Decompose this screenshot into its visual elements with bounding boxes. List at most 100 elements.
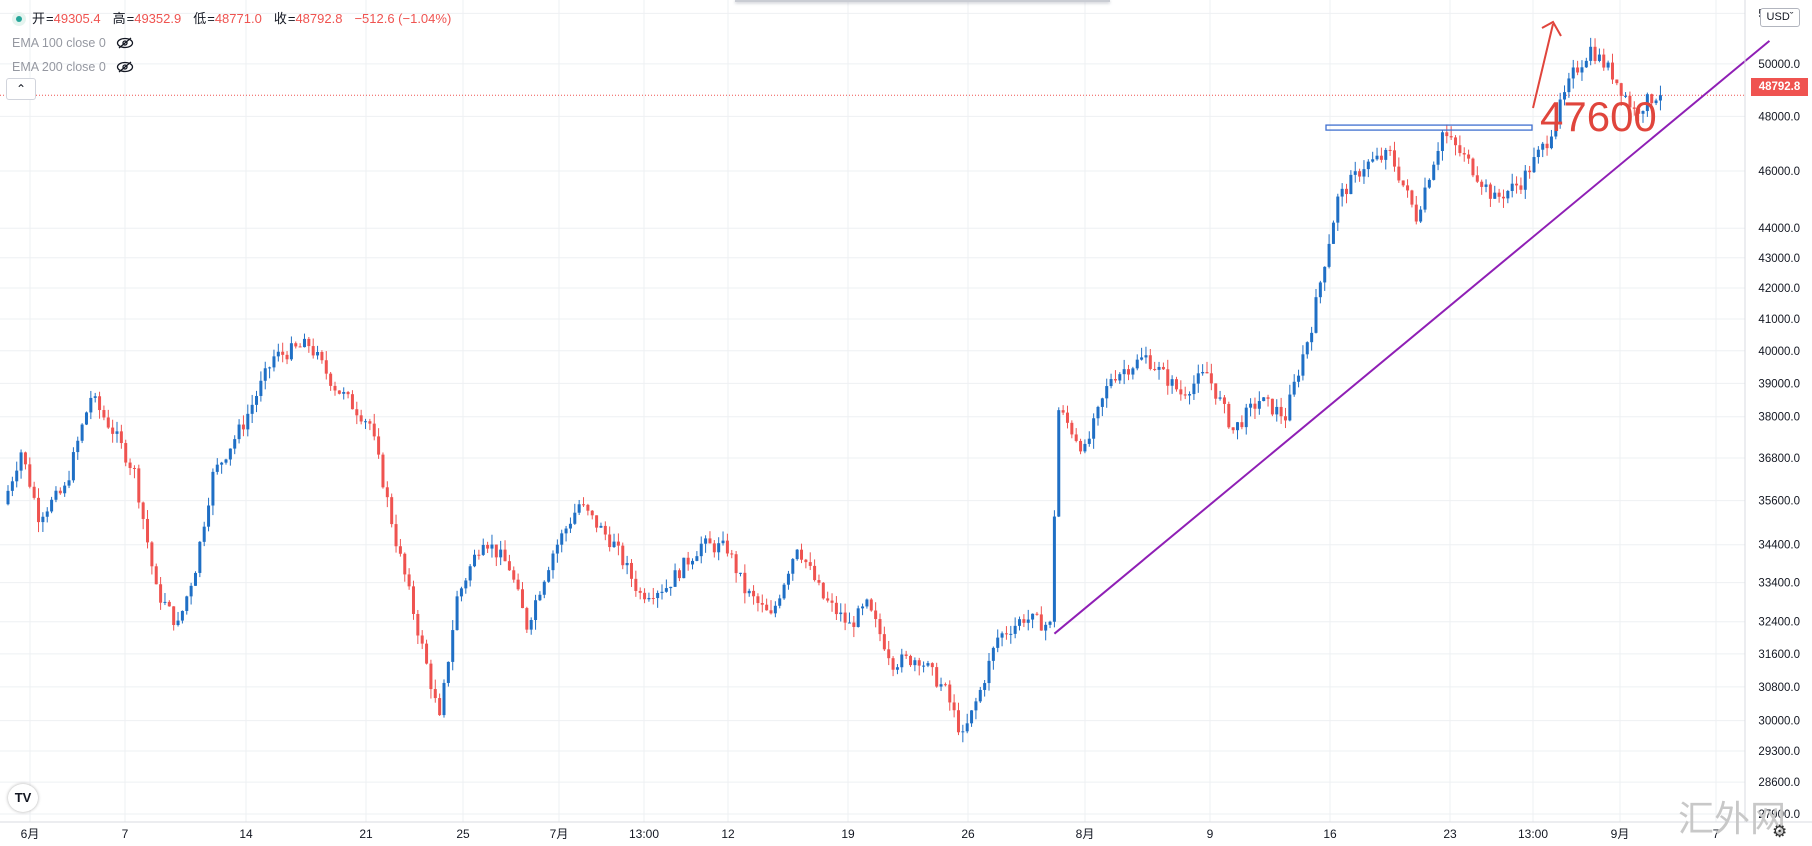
candle-body	[180, 610, 184, 621]
candle-body	[869, 599, 873, 611]
candle-body	[132, 467, 136, 469]
currency-selector[interactable]: USDˇ	[1760, 8, 1800, 27]
candle-body	[146, 518, 150, 543]
candle-body	[961, 731, 965, 733]
candle-body	[847, 622, 851, 624]
tradingview-logo-icon[interactable]: TV	[8, 784, 38, 812]
candle-body	[638, 590, 642, 593]
indicator-ema200[interactable]: EMA 200 close 0	[12, 55, 457, 79]
candle-body	[1222, 397, 1226, 404]
candle-body	[237, 424, 241, 440]
candle-body	[1174, 379, 1178, 390]
candle-body	[1209, 373, 1213, 384]
candle-body	[730, 553, 734, 555]
candle-body	[1645, 94, 1649, 112]
candle-body	[717, 543, 721, 553]
candle-body	[887, 649, 891, 659]
time-tick-label: 21	[359, 827, 373, 841]
indicator-ema100[interactable]: EMA 100 close 0	[12, 31, 457, 55]
price-tick-label: 48000.0	[1758, 111, 1800, 123]
candle-body	[956, 710, 960, 733]
candle-body	[1454, 137, 1458, 146]
candle-body	[1501, 196, 1505, 199]
candle-body	[71, 452, 75, 481]
candle-body	[756, 596, 760, 604]
candle-body	[978, 689, 982, 702]
candle-body	[865, 599, 869, 607]
candle-body	[23, 452, 27, 465]
candle-body	[1083, 443, 1087, 452]
candle-body	[1571, 67, 1575, 79]
candle-body	[1406, 185, 1410, 191]
candle-body	[1467, 154, 1471, 159]
candle-body	[76, 440, 80, 453]
candle-body	[1589, 46, 1593, 61]
time-tick-label: 13:00	[629, 827, 659, 841]
candle-body	[1292, 381, 1296, 395]
price-tick-label: 50000.0	[1758, 59, 1800, 71]
candle-body	[1283, 416, 1287, 421]
candle-body	[1140, 357, 1144, 360]
price-axis: 52000.050000.048000.046000.044000.043000…	[1744, 0, 1800, 822]
candle-body	[1201, 372, 1205, 374]
candle-body	[28, 464, 32, 487]
candle-body	[1523, 170, 1527, 190]
price-tick-label: 29300.0	[1758, 746, 1800, 758]
candle-body	[603, 525, 607, 535]
symbol-status-icon[interactable]	[12, 12, 26, 26]
time-tick-label: 7月	[550, 827, 569, 841]
candle-body	[1615, 79, 1619, 84]
candle-body	[106, 417, 110, 428]
candle-body	[477, 554, 481, 556]
candle-body	[10, 481, 14, 491]
price-tick-label: 42000.0	[1758, 283, 1800, 295]
candle-body	[1567, 78, 1571, 93]
candle-body	[1166, 369, 1170, 386]
candle-body	[952, 702, 956, 711]
candle-body	[974, 701, 978, 711]
candle-body	[1580, 67, 1584, 73]
change-value: −512.6 (−1.04%)	[354, 11, 452, 26]
collapse-legend-button[interactable]: ⌃	[6, 78, 36, 100]
hidden-eye-icon[interactable]	[116, 61, 134, 73]
candle-body	[1153, 368, 1157, 370]
upward-arrow-head	[1541, 20, 1562, 37]
candle-body	[573, 512, 577, 524]
candle-body	[211, 471, 215, 506]
candle-body	[534, 600, 538, 621]
candle-body	[769, 610, 773, 614]
time-tick-label: 19	[841, 827, 855, 841]
candle-body	[364, 421, 368, 423]
candle-body	[752, 590, 756, 597]
hidden-eye-icon[interactable]	[116, 37, 134, 49]
candle-body	[228, 448, 232, 460]
price-tick-label: 36800.0	[1758, 453, 1800, 465]
candle-body	[1270, 398, 1274, 415]
candle-body	[861, 606, 865, 609]
candle-body	[172, 606, 176, 626]
candle-body	[1510, 183, 1514, 192]
candle-body	[1257, 401, 1261, 409]
candle-body	[1488, 184, 1492, 199]
candle-body	[948, 684, 952, 703]
candle-body	[708, 538, 712, 544]
candle-body	[1087, 438, 1091, 444]
candle-body	[1214, 383, 1218, 399]
price-tick-label: 46000.0	[1758, 166, 1800, 178]
candle-body	[577, 504, 581, 513]
candle-body	[446, 661, 450, 683]
candle-body	[555, 544, 559, 554]
candle-body	[1541, 143, 1545, 150]
candle-body	[1000, 633, 1004, 638]
candle-body	[590, 510, 594, 516]
candle-body	[1266, 397, 1270, 399]
candle-body	[250, 404, 254, 414]
candle-body	[1331, 222, 1335, 244]
candle-body	[1279, 406, 1283, 417]
price-tick-label: 33400.0	[1758, 578, 1800, 590]
settings-gear-icon[interactable]: ⚙	[1772, 822, 1788, 841]
candle-body	[765, 604, 769, 611]
candle-body	[773, 605, 777, 614]
candle-body	[1100, 398, 1104, 407]
